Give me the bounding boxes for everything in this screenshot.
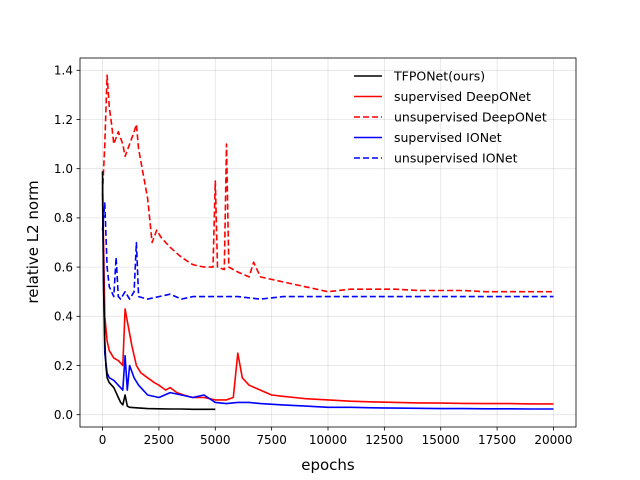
series-line-2 (101, 74, 554, 293)
series-line-3 (101, 193, 554, 410)
y-tick-label: 0.2 (54, 359, 73, 373)
x-tick-label: 0 (99, 433, 107, 447)
series-line-0 (101, 171, 216, 411)
y-tick-label: 1.4 (54, 64, 73, 78)
y-axis-label: relative L2 norm (24, 180, 42, 303)
y-tick-label: 0.6 (54, 260, 73, 274)
series-line-1 (101, 180, 554, 405)
legend: TFPONet(ours) supervised DeepONet unsuperv… (354, 69, 547, 166)
legend-label: TFPONet(ours) (393, 69, 485, 84)
x-tick-label: 12500 (365, 433, 403, 447)
x-tick-label: 2500 (144, 433, 175, 447)
legend-label: supervised DeepONet (394, 89, 531, 104)
series-group (101, 74, 554, 411)
grid (80, 58, 576, 427)
x-tick-label: 20000 (534, 433, 572, 447)
x-tick-label: 10000 (309, 433, 347, 447)
y-tick-label: 0.4 (54, 310, 73, 324)
legend-label: unsupervised DeepONet (394, 110, 547, 125)
legend-label: supervised IONet (394, 130, 502, 145)
legend-label: unsupervised IONet (394, 151, 518, 166)
y-tick-label: 1.2 (54, 113, 73, 127)
y-tick-label: 0.0 (54, 408, 73, 422)
y-axis: 0.0 0.2 0.4 0.6 0.8 1.0 1.2 1.4 (54, 64, 80, 422)
x-axis-label: epochs (301, 456, 355, 474)
x-tick-label: 7500 (256, 433, 287, 447)
x-tick-label: 5000 (200, 433, 231, 447)
y-tick-label: 0.8 (54, 211, 73, 225)
x-tick-label: 15000 (422, 433, 460, 447)
y-tick-label: 1.0 (54, 162, 73, 176)
series-line-4 (101, 202, 554, 300)
x-tick-label: 17500 (478, 433, 516, 447)
x-axis: 0 2500 5000 7500 10000 12500 15000 17500 20000 (99, 427, 573, 447)
